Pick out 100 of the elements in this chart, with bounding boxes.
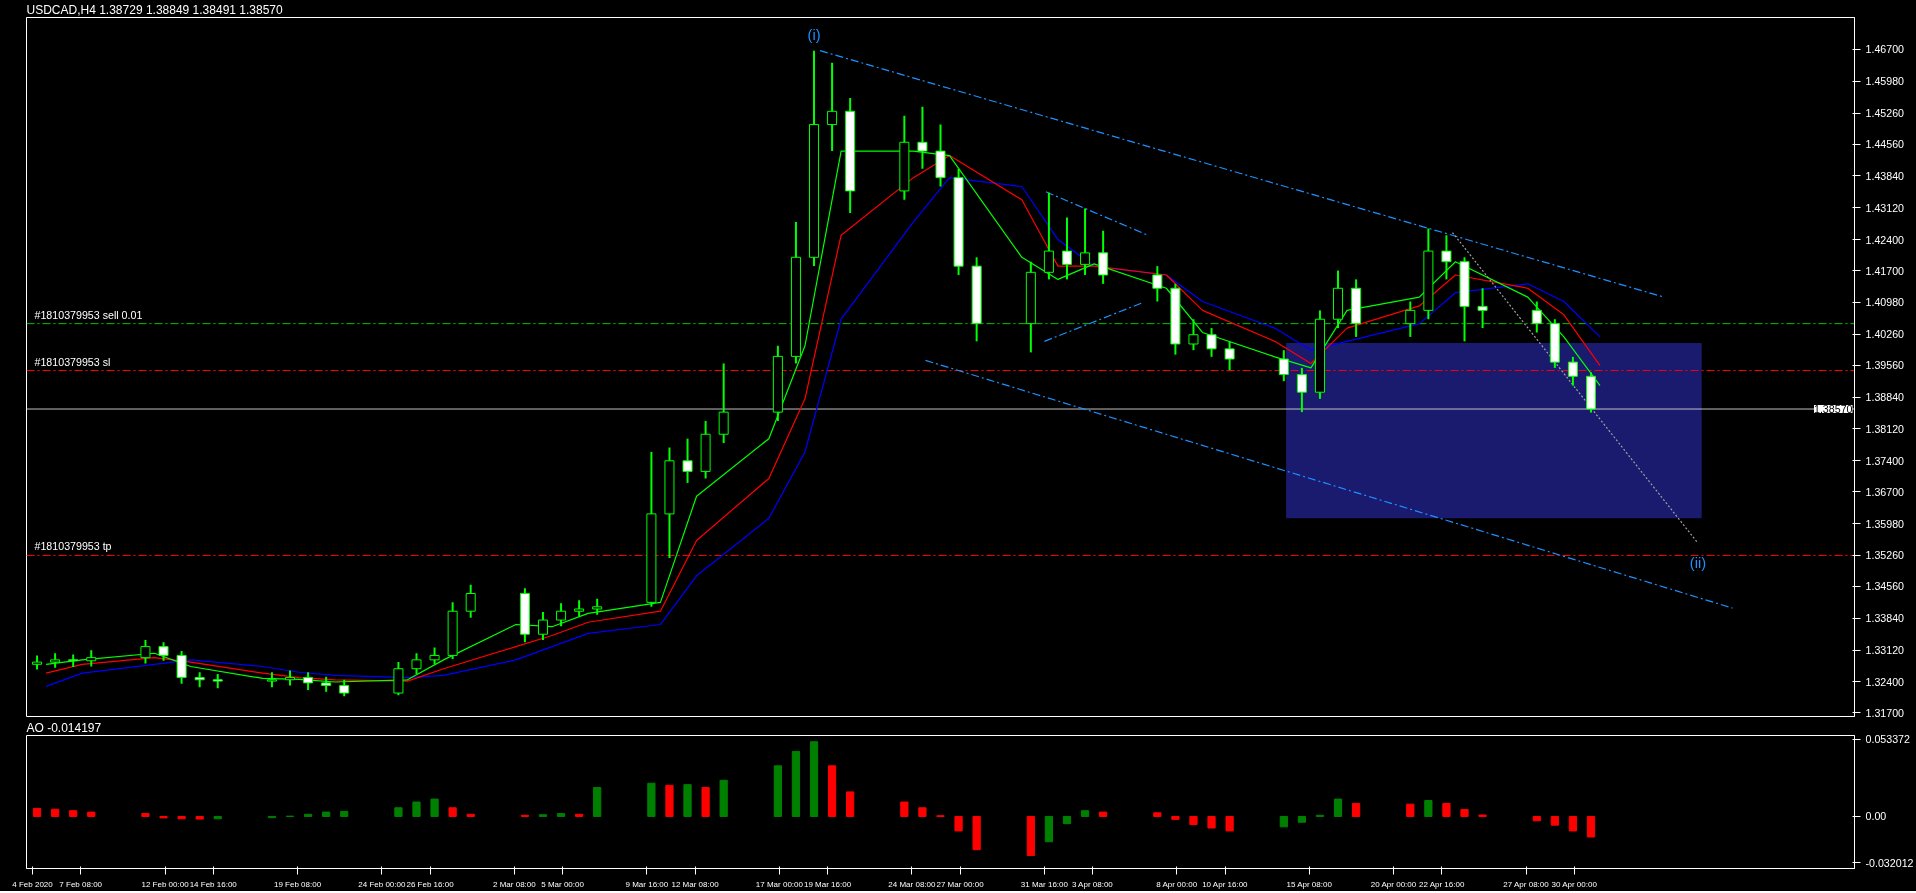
candlestick [1043, 191, 1054, 281]
bar [827, 765, 837, 817]
annotation: (ii) [1689, 555, 1707, 572]
bar [773, 765, 782, 817]
bar [665, 784, 674, 817]
x-tick-label: 19 Mar 16:00 [804, 879, 852, 889]
chart-title: USDCAD,H4 1.38729 1.38849 1.38491 1.38570 [26, 3, 284, 17]
bar [1189, 815, 1198, 826]
candlestick [1080, 207, 1091, 276]
bar [340, 810, 349, 817]
annotation: (i) [807, 26, 821, 43]
y-tick-label: 1.34560 [1865, 580, 1905, 593]
candlestick [1188, 318, 1199, 352]
bar [195, 815, 204, 820]
y-tick-label: 1.43120 [1865, 201, 1905, 214]
y-tick-label: 1.41700 [1865, 264, 1905, 277]
bar [32, 807, 42, 817]
x-tick-label: 27 Mar 00:00 [936, 879, 985, 889]
x-tick-label: 20 Apr 00:00 [1370, 879, 1417, 889]
x-tick-label: 14 Feb 16:00 [189, 879, 238, 889]
y-tick-label: 1.44560 [1865, 138, 1905, 151]
bar [1099, 811, 1108, 817]
bar [1062, 815, 1072, 825]
candlestick [827, 61, 838, 153]
bar [809, 741, 819, 817]
candlestick [1061, 216, 1072, 281]
bar [1153, 812, 1162, 817]
bar [972, 815, 981, 851]
bar [1442, 802, 1451, 817]
x-tick-label: 8 Apr 00:00 [1156, 879, 1198, 889]
candlestick [1441, 234, 1452, 281]
x-tick-label: 9 Mar 16:00 [625, 879, 669, 889]
bar [701, 787, 710, 817]
bar [303, 813, 313, 817]
candlestick [465, 583, 476, 619]
y-tick-label: 1.45260 [1865, 107, 1905, 120]
y-tick-label: 1.39560 [1865, 359, 1905, 372]
bar [846, 791, 855, 817]
x-tick-label: 24 Feb 00:00 [358, 879, 406, 889]
bar [87, 811, 96, 817]
bar [575, 813, 584, 817]
bar [1351, 802, 1361, 817]
x-tick-label: 17 Mar 00:00 [755, 879, 804, 889]
x-tick-label: 3 Apr 08:00 [1071, 879, 1114, 889]
y-tick-label: 1.32400 [1865, 675, 1905, 688]
bar [1532, 815, 1541, 822]
x-tick-label: 30 Apr 00:00 [1551, 879, 1598, 889]
y-tick-label: 1.36700 [1865, 485, 1905, 498]
candlestick [140, 638, 151, 665]
candlestick [1531, 300, 1542, 334]
bar [1460, 809, 1469, 817]
ref-line-label: #1810379953 sl [34, 355, 111, 368]
y-tick-label: 1.33840 [1865, 612, 1905, 625]
x-tick-label: 4 Feb 2020 [12, 879, 54, 889]
bar [141, 813, 150, 817]
bar [719, 779, 728, 817]
y-tick-label: 1.42400 [1865, 233, 1905, 246]
bar [954, 815, 963, 832]
y-tick-label: 0.00 [1865, 810, 1887, 823]
bar [556, 813, 566, 817]
y-tick-label: -0.032012 [1865, 856, 1914, 869]
bar [51, 808, 60, 817]
x-tick-label: 27 Apr 08:00 [1503, 879, 1550, 889]
candlestick [1098, 229, 1109, 285]
y-tick-label: 1.40260 [1865, 328, 1905, 341]
x-tick-label: 10 Apr 16:00 [1202, 879, 1249, 889]
candlestick [1405, 300, 1416, 338]
y-tick-label: 1.38120 [1865, 422, 1905, 435]
bar [1207, 815, 1216, 829]
bar [918, 807, 927, 817]
candlestick [1278, 349, 1289, 383]
candlestick [537, 611, 548, 641]
candlestick [1296, 366, 1307, 414]
candlestick [1477, 287, 1488, 330]
bar [213, 815, 222, 820]
candlestick [682, 437, 693, 484]
bar [69, 810, 78, 817]
x-tick-label: 2 Mar 08:00 [493, 879, 537, 889]
y-tick-label: 1.33120 [1865, 644, 1905, 657]
bar [394, 807, 403, 817]
y-tick-label: 1.40980 [1865, 296, 1905, 309]
bar [900, 801, 909, 817]
chart-title: AO -0.014197 [26, 721, 102, 735]
y-tick-label: 1.35260 [1865, 549, 1905, 562]
bar [683, 784, 692, 817]
bar [1026, 815, 1035, 856]
bar [1297, 815, 1306, 823]
y-tick-label: 1.46700 [1865, 43, 1905, 56]
ref-line-label: #1810379953 tp [34, 540, 112, 553]
candlestick [1224, 340, 1235, 372]
y-tick-label: 1.38840 [1865, 391, 1905, 404]
y-tick-label: 1.43840 [1865, 169, 1905, 182]
x-tick-label: 26 Feb 16:00 [406, 879, 455, 889]
x-tick-label: 24 Mar 08:00 [888, 879, 937, 889]
bar [1406, 803, 1415, 817]
bar [647, 782, 656, 817]
bar [1550, 815, 1559, 826]
ref-line-label: #1810379953 sell 0.01 [34, 308, 143, 321]
x-tick-label: 19 Feb 08:00 [273, 879, 322, 889]
bar [1586, 815, 1596, 838]
